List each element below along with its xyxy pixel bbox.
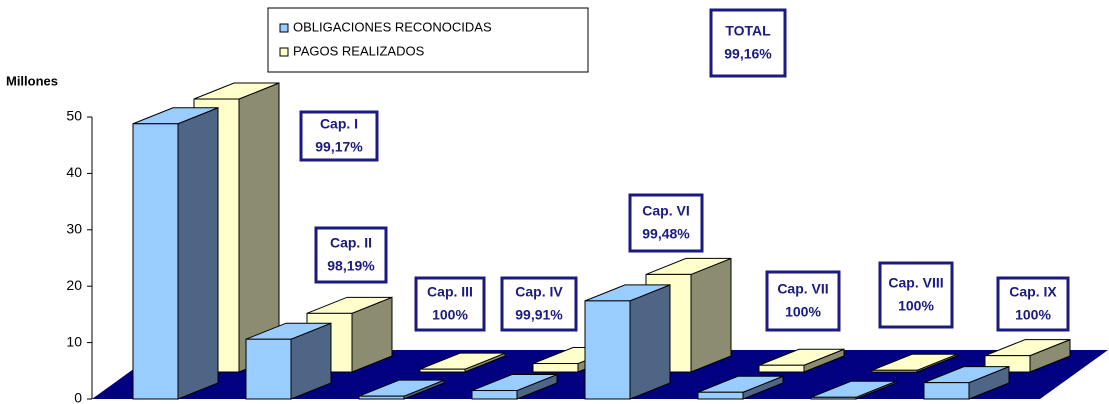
label-box: [299, 110, 379, 162]
y-tick-label: 0: [74, 390, 82, 404]
label-title: Cap. VI: [642, 203, 689, 219]
label-percent: 99,91%: [515, 307, 563, 323]
label-percent: 99,48%: [642, 226, 690, 242]
bar: [871, 369, 918, 373]
label-title: Cap. VII: [777, 281, 828, 297]
label-box: [765, 270, 841, 332]
label-percent: 100%: [1015, 307, 1051, 323]
bar-side: [629, 284, 671, 400]
label-box: [878, 261, 954, 329]
legend-swatch: [279, 23, 289, 33]
bar: [471, 390, 518, 400]
label-percent: 98,19%: [327, 258, 375, 274]
bar-side: [690, 257, 732, 373]
bar: [532, 363, 579, 373]
legend-label: PAGOS REALIZADOS: [293, 43, 425, 58]
bar: [584, 300, 631, 400]
bar: [358, 395, 405, 400]
label-title: Cap. VIII: [888, 275, 943, 291]
legend-box: [267, 7, 589, 73]
label-box: [414, 276, 486, 332]
label-percent: 100%: [898, 298, 934, 314]
bar: [758, 364, 805, 373]
bar: [132, 123, 179, 400]
y-tick-label: 50: [66, 108, 82, 124]
label-box: [996, 276, 1070, 332]
y-axis-label: Millones: [6, 73, 58, 88]
bar: [419, 368, 466, 373]
label-box: [500, 276, 578, 332]
label-percent: 99,16%: [724, 46, 772, 62]
y-tick-label: 20: [66, 277, 82, 293]
label-title: TOTAL: [725, 23, 771, 39]
legend-swatch: [279, 47, 289, 57]
label-percent: 100%: [432, 307, 468, 323]
label-percent: 100%: [785, 304, 821, 320]
y-tick-label: 10: [66, 333, 82, 349]
label-box: [314, 226, 388, 284]
label-box: [709, 8, 787, 78]
bar: [810, 396, 857, 400]
legend-label: OBLIGACIONES RECONOCIDAS: [293, 19, 492, 34]
label-title: Cap. IV: [515, 284, 563, 300]
bar: [923, 382, 970, 400]
bar-side: [177, 107, 219, 400]
label-title: Cap. II: [330, 235, 372, 251]
label-title: Cap. III: [427, 284, 473, 300]
label-title: Cap. IX: [1009, 284, 1057, 300]
label-box: [628, 193, 704, 253]
bar: [245, 338, 292, 400]
y-tick-label: 40: [66, 164, 82, 180]
label-title: Cap. I: [320, 116, 358, 132]
label-percent: 99,17%: [315, 139, 363, 155]
bar: [697, 391, 744, 400]
y-tick-label: 30: [66, 221, 82, 237]
